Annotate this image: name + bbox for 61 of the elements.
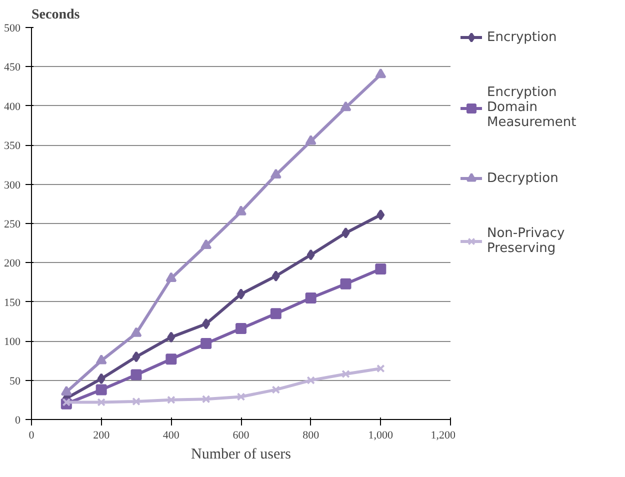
- y-tick-label: 500: [4, 22, 21, 34]
- x-tick-label: 600: [232, 430, 250, 442]
- point: [342, 370, 350, 378]
- y-tick-label: 0: [15, 414, 21, 426]
- point: [132, 397, 140, 406]
- x-tick-label: 400: [162, 430, 180, 442]
- legend-label: Encryption Domain Measurement: [487, 85, 576, 130]
- point: [96, 354, 107, 364]
- point: [132, 351, 140, 362]
- point: [166, 272, 177, 282]
- point: [342, 227, 350, 238]
- y-tick-label: 400: [4, 100, 21, 113]
- legend-label: Decryption: [487, 170, 558, 186]
- point: [272, 270, 280, 282]
- point: [305, 292, 316, 304]
- y-tick-label: 150: [4, 296, 21, 309]
- x-tick-label: 200: [93, 430, 110, 442]
- point: [272, 386, 280, 394]
- x-tick-label: 0: [28, 430, 35, 442]
- point: [306, 249, 315, 260]
- point: [376, 364, 385, 373]
- point: [167, 332, 176, 343]
- point: [60, 386, 72, 396]
- y-tick-label: 350: [4, 140, 21, 152]
- point: [130, 369, 142, 380]
- point: [130, 327, 142, 337]
- point: [340, 278, 352, 290]
- point: [96, 384, 107, 396]
- point: [97, 373, 106, 384]
- point: [236, 392, 246, 401]
- point: [202, 394, 210, 404]
- x-tick-label: 1,000: [368, 430, 394, 442]
- point: [200, 338, 212, 349]
- y-tick-label: 200: [4, 258, 21, 270]
- point: [305, 134, 316, 145]
- point: [166, 354, 177, 365]
- point: [340, 101, 352, 112]
- point: [236, 323, 246, 334]
- y-tick-label: 50: [10, 375, 21, 388]
- x-axis-title: Number of users: [191, 446, 292, 462]
- point: [375, 263, 386, 274]
- point: [166, 396, 176, 404]
- y-tick-label: 300: [4, 179, 21, 192]
- point: [306, 376, 316, 384]
- x-tick-label: 1,200: [430, 430, 456, 442]
- point: [376, 209, 385, 220]
- point: [236, 206, 246, 216]
- point: [62, 398, 71, 406]
- y-tick-label: 450: [4, 62, 21, 74]
- y-tick-label: 250: [4, 218, 21, 230]
- point: [375, 68, 386, 78]
- point: [270, 168, 282, 178]
- y-axis-title: Seconds: [32, 8, 80, 22]
- legend-label: Non-Privacy Preserving: [487, 226, 565, 256]
- point: [202, 318, 210, 330]
- point: [200, 239, 212, 250]
- legend-label: Encryption: [487, 30, 557, 44]
- point: [97, 398, 106, 406]
- y-tick-label: 100: [4, 336, 21, 348]
- point: [270, 308, 282, 320]
- x-tick-label: 800: [302, 430, 320, 442]
